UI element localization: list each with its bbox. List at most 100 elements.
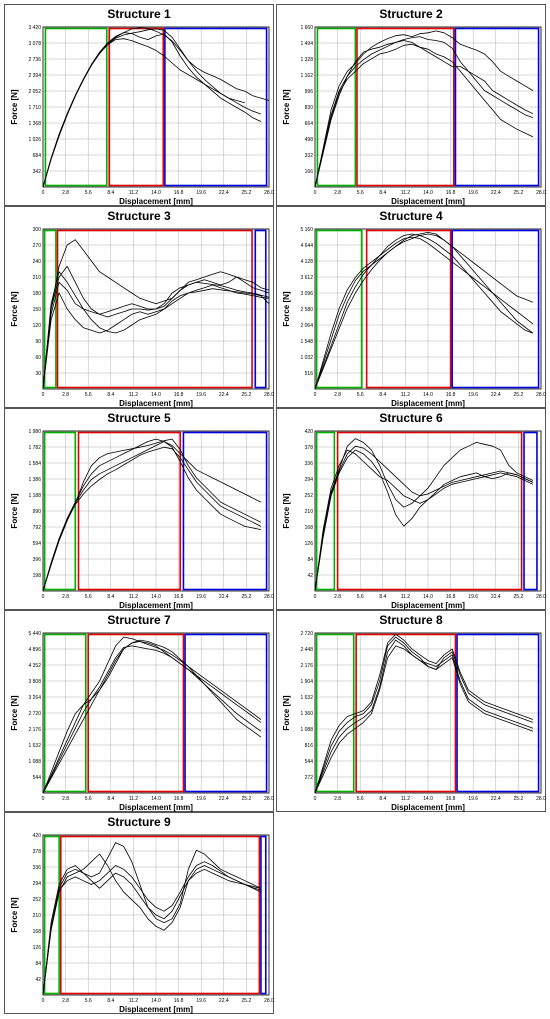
region-box (336, 431, 523, 591)
chart-svg: 2.8 5.6 8.4 11.2 14.0 16.8 19.6 22.4 25.2 28.0 0 30… (10, 227, 274, 408)
series-line (314, 43, 534, 188)
y-tick-label: 1 162 (300, 73, 313, 79)
x-tick-label: 16.8 (446, 796, 456, 802)
x-tick-label: 28.0 (264, 594, 274, 600)
y-tick-label: 1 386 (28, 477, 41, 483)
y-tick-label: 3 264 (28, 695, 41, 701)
x-tick-label: 19.6 (468, 392, 478, 398)
y-tick-label: 2 052 (28, 89, 41, 95)
chart-title: Structure 6 (379, 411, 443, 425)
chart-title: Structure 9 (107, 815, 171, 829)
x-tick-label: 0 (42, 392, 45, 398)
y-tick-label: 664 (305, 121, 314, 127)
y-tick-label: 120 (33, 323, 42, 329)
x-tick-label: 14.0 (423, 190, 433, 196)
y-tick-label: 2 720 (28, 711, 41, 717)
x-tick-label: 28.0 (536, 190, 546, 196)
y-tick-label: 294 (33, 881, 42, 887)
chart-svg: 2.8 5.6 8.4 11.2 14.0 16.8 19.6 22.4 25.2 28.0 0 51… (282, 227, 546, 408)
y-tick-label: 1 368 (28, 121, 41, 127)
chart-title: Structure 5 (107, 411, 171, 425)
region-box (43, 835, 60, 995)
y-tick-label: 1 548 (300, 339, 313, 345)
region-box (44, 27, 108, 187)
x-tick-label: 25.2 (514, 594, 524, 600)
x-tick-label: 25.2 (514, 392, 524, 398)
y-tick-label: 1 710 (28, 105, 41, 111)
region-box (87, 633, 185, 793)
y-tick-label: 30 (35, 371, 41, 377)
y-tick-label: 5 160 (300, 227, 313, 233)
region-box (365, 229, 452, 389)
series-line (42, 441, 261, 592)
series-line (42, 639, 262, 794)
y-tick-label: 84 (35, 961, 41, 967)
x-tick-label: 16.8 (174, 594, 184, 600)
y-tick-label: 210 (305, 509, 314, 515)
region-box (260, 835, 267, 995)
y-tick-label: 240 (33, 259, 42, 265)
plot-frame (314, 26, 542, 188)
x-tick-label: 0 (314, 190, 317, 196)
y-axis-label: Force [N] (10, 89, 19, 124)
x-tick-label: 19.6 (196, 190, 206, 196)
x-tick-label: 2.8 (62, 392, 69, 398)
x-tick-label: 14.0 (423, 594, 433, 600)
y-tick-label: 2 064 (300, 323, 313, 329)
plot-frame (42, 430, 270, 592)
x-tick-label: 16.8 (446, 392, 456, 398)
x-tick-label: 11.2 (129, 392, 139, 398)
y-tick-label: 336 (305, 461, 314, 467)
y-tick-label: 2 176 (300, 663, 313, 669)
series-line (314, 645, 534, 794)
y-tick-label: 830 (305, 105, 314, 111)
region-box (43, 633, 87, 793)
region-box (315, 633, 355, 793)
plot-frame (42, 632, 270, 794)
region-box (164, 27, 268, 187)
x-tick-label: 22.4 (219, 392, 229, 398)
y-tick-label: 2 720 (300, 631, 313, 637)
x-axis-label: Displacement [mm] (391, 601, 465, 610)
y-tick-label: 594 (33, 541, 42, 547)
chart-svg: 2.8 5.6 8.4 11.2 14.0 16.8 19.6 22.4 25.2 28.0 0 34… (10, 25, 274, 206)
series-line (314, 449, 534, 592)
y-tick-label: 2 736 (28, 57, 41, 63)
chart-svg: 2.8 5.6 8.4 11.2 14.0 16.8 19.6 22.4 25.2 28.0 0 16… (282, 25, 546, 206)
x-tick-label: 25.2 (242, 392, 252, 398)
x-tick-label: 28.0 (264, 190, 274, 196)
region-box (43, 431, 77, 591)
region-box (59, 835, 261, 995)
series-line (42, 438, 262, 592)
y-tick-label: 2 176 (28, 727, 41, 733)
y-axis-label: Force [N] (282, 493, 291, 528)
x-tick-label: 22.4 (219, 998, 229, 1004)
y-axis-label: Force [N] (282, 89, 291, 124)
y-tick-label: 1 632 (28, 743, 41, 749)
x-tick-label: 28.0 (536, 796, 546, 802)
series-line (314, 438, 534, 592)
x-tick-label: 16.8 (174, 796, 184, 802)
x-tick-label: 11.2 (129, 796, 139, 802)
x-tick-label: 8.4 (379, 594, 386, 600)
x-tick-label: 0 (42, 796, 45, 802)
y-tick-label: 4 352 (28, 663, 41, 669)
y-tick-label: 210 (33, 275, 42, 281)
x-tick-label: 19.6 (196, 796, 206, 802)
x-tick-label: 8.4 (107, 190, 114, 196)
region-box (77, 431, 182, 591)
y-tick-label: 1 026 (28, 137, 41, 143)
chart-svg: 2.8 5.6 8.4 11.2 14.0 16.8 19.6 22.4 25.2 28.0 0 42… (10, 833, 274, 1014)
x-tick-label: 14.0 (151, 392, 161, 398)
chart-panel: Structure 7 2.8 5.6 8.4 11.2 14.0 16.8 19.6 22.4… (4, 610, 274, 812)
x-tick-label: 2.8 (62, 998, 69, 1004)
x-tick-label: 11.2 (401, 796, 411, 802)
x-tick-label: 11.2 (129, 998, 139, 1004)
series-line (42, 446, 262, 592)
x-tick-label: 8.4 (107, 796, 114, 802)
region-box (56, 229, 253, 389)
x-axis-label: Displacement [mm] (391, 197, 465, 206)
y-tick-label: 1 088 (300, 727, 313, 733)
y-tick-label: 1 980 (28, 429, 41, 435)
